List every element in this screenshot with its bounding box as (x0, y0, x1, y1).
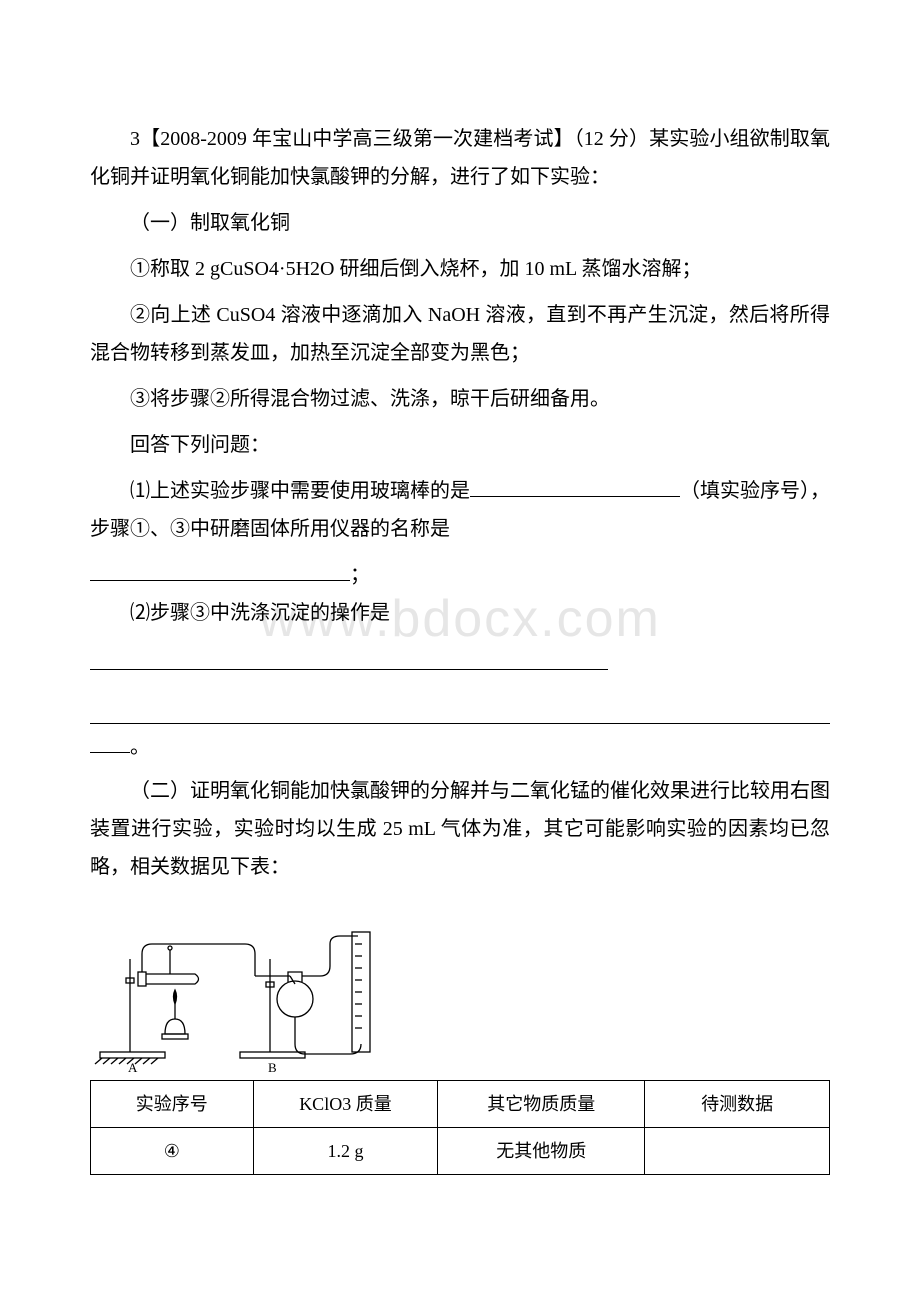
step-1: ①称取 2 gCuSO4·5H2O 研细后倒入烧杯，加 10 mL 蒸馏水溶解； (90, 250, 830, 288)
blank-fill-4 (90, 696, 830, 724)
step-3: ③将步骤②所得混合物过滤、洗涤，晾干后研细备用。 (90, 380, 830, 418)
diagram-label-b: B (268, 1060, 277, 1074)
table-cell-r1c1: ④ (91, 1128, 254, 1175)
table-header-row: 实验序号 KClO3 质量 其它物质质量 待测数据 (91, 1081, 830, 1128)
question-intro: 3【2008-2009 年宝山中学高三级第一次建档考试】（12 分）某实验小组欲… (90, 120, 830, 196)
blank-fill-1 (470, 496, 680, 497)
part1-title: （一）制取氧化铜 (90, 204, 830, 242)
apparatus-diagram: A B (90, 904, 830, 1074)
table-header-3: 其它物质质量 (438, 1081, 645, 1128)
answer-prompt: 回答下列问题： (90, 426, 830, 464)
table-cell-r1c3: 无其他物质 (438, 1128, 645, 1175)
q1-text-a: ⑴上述实验步骤中需要使用玻璃棒的是 (130, 480, 470, 502)
q1-semicolon: ； (350, 564, 370, 586)
table-header-2: KClO3 质量 (253, 1081, 438, 1128)
table-header-4: 待测数据 (645, 1081, 830, 1128)
step-2: ②向上述 CuSO4 溶液中逐滴加入 NaOH 溶液，直到不再产生沉淀，然后将所… (90, 296, 830, 372)
table-cell-r1c4 (645, 1128, 830, 1175)
table-header-1: 实验序号 (91, 1081, 254, 1128)
sub-question-1: ⑴上述实验步骤中需要使用玻璃棒的是（填实验序号），步骤①、③中研磨固体所用仪器的… (90, 472, 830, 548)
table-row: ④ 1.2 g 无其他物质 (91, 1128, 830, 1175)
q2-period: 。 (130, 736, 150, 758)
document-content: 3【2008-2009 年宝山中学高三级第一次建档考试】（12 分）某实验小组欲… (90, 120, 830, 1175)
q2-text: ⑵步骤③中洗涤沉淀的操作是 (130, 602, 390, 624)
sub-question-2: ⑵步骤③中洗涤沉淀的操作是 (90, 594, 830, 632)
part2-text: （二）证明氧化铜能加快氯酸钾的分解并与二氧化锰的催化效果进行比较用右图装置进行实… (90, 772, 830, 886)
blank-fill-5 (90, 752, 130, 753)
blank-fill-2 (90, 580, 350, 581)
q1-continued: ； (90, 556, 830, 594)
table-cell-r1c2: 1.2 g (253, 1128, 438, 1175)
q2-end: 。 (90, 728, 830, 766)
data-table: 实验序号 KClO3 质量 其它物质质量 待测数据 ④ 1.2 g 无其他物质 (90, 1080, 830, 1175)
diagram-label-a: A (128, 1060, 138, 1074)
blank-fill-3 (90, 642, 608, 670)
